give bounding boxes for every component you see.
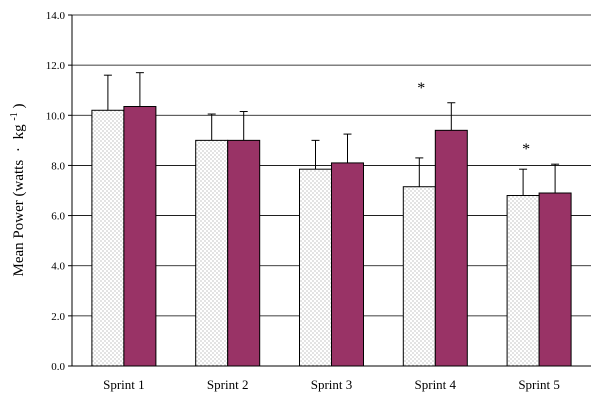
bar-series-1-sprint-5 — [506, 195, 540, 367]
y-tick-label: 12.0 — [46, 60, 66, 72]
x-tick-label: Sprint 2 — [207, 377, 249, 392]
bar-series-2-sprint-3 — [331, 162, 364, 367]
bar-series-1-sprint-3 — [299, 168, 332, 367]
y-tick-label: 14.0 — [46, 10, 66, 22]
significance-marker: * — [522, 141, 530, 158]
axes — [68, 14, 591, 367]
y-axis-label-close: ) — [11, 104, 27, 109]
x-tick-label: Sprint 3 — [311, 377, 353, 392]
bar-series-2-sprint-2 — [227, 139, 261, 367]
y-axis-label-main: Mean Power (watts — [11, 160, 27, 277]
y-tick-label: 4.0 — [51, 261, 65, 273]
bar-series-1-sprint-4 — [402, 186, 436, 367]
bar-series-1-sprint-1 — [91, 109, 125, 367]
y-tick-label: 6.0 — [51, 211, 65, 223]
labels: 0.0 2.0 4.0 6.0 8.0 10.0 12.0 14.0 Sprint 1 Sprin… — [46, 10, 560, 392]
y-tick-label: 10.0 — [46, 110, 66, 122]
significance-marker: * — [417, 80, 425, 97]
y-axis-label-dot: · — [11, 147, 27, 152]
y-axis-label: Mean Power (watts · kg -1 ) — [5, 104, 27, 277]
bar-series-2-sprint-1 — [123, 106, 157, 367]
bar-series-1-sprint-2 — [195, 139, 229, 367]
x-tick-label: Sprint 4 — [415, 377, 457, 392]
y-axis-label-unit: kg — [11, 124, 27, 140]
y-tick-label: 0.0 — [51, 361, 65, 373]
x-tick-label: Sprint 1 — [103, 377, 145, 392]
bar-series-2-sprint-5 — [538, 192, 572, 367]
y-tick-label: 8.0 — [51, 160, 65, 172]
y-axis-label-sup: -1 — [9, 112, 20, 120]
bar-series-2-sprint-4 — [434, 129, 468, 367]
y-tick-label: 2.0 — [51, 311, 65, 323]
bars — [91, 106, 572, 367]
x-tick-label: Sprint 5 — [518, 377, 560, 392]
error-bars — [103, 72, 560, 196]
